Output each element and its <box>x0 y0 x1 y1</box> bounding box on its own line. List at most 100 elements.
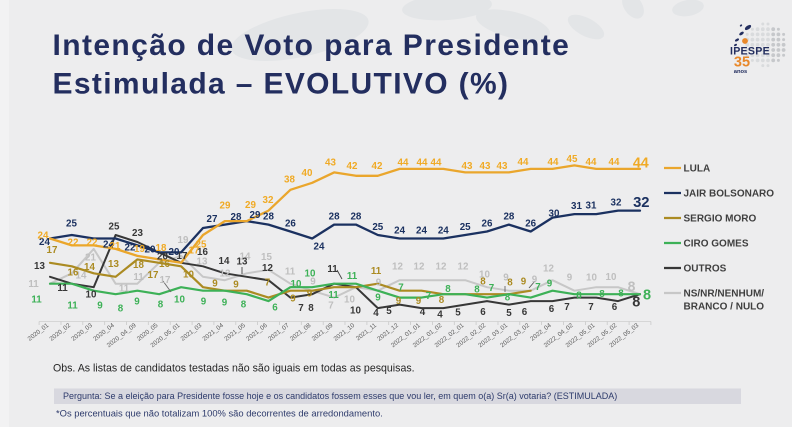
svg-text:8: 8 <box>474 285 480 296</box>
svg-text:17: 17 <box>189 246 200 257</box>
svg-text:24: 24 <box>314 242 325 253</box>
svg-text:17: 17 <box>177 251 188 262</box>
svg-text:14: 14 <box>240 252 251 263</box>
svg-text:28: 28 <box>329 212 340 223</box>
svg-text:17: 17 <box>47 245 58 256</box>
svg-text:4: 4 <box>373 308 379 319</box>
svg-text:22: 22 <box>87 238 98 249</box>
svg-text:6: 6 <box>549 304 555 315</box>
svg-text:12: 12 <box>262 263 273 274</box>
svg-text:44: 44 <box>398 158 409 169</box>
svg-text:5: 5 <box>386 306 392 317</box>
svg-text:10: 10 <box>344 295 355 306</box>
svg-text:12: 12 <box>392 262 403 273</box>
svg-text:10: 10 <box>586 273 597 284</box>
svg-text:30: 30 <box>549 209 560 220</box>
svg-text:43: 43 <box>462 161 473 172</box>
svg-text:9: 9 <box>547 279 553 290</box>
svg-text:20: 20 <box>145 245 156 256</box>
svg-text:9: 9 <box>416 296 422 307</box>
svg-text:16: 16 <box>159 259 170 270</box>
svg-text:9: 9 <box>310 277 316 288</box>
svg-text:24: 24 <box>416 226 427 237</box>
svg-text:14: 14 <box>84 262 95 273</box>
svg-text:29: 29 <box>245 200 256 211</box>
svg-text:Intenção de Voto para Presiden: Intenção de Voto para Presidente <box>53 29 571 62</box>
svg-text:44: 44 <box>518 157 529 168</box>
svg-text:8: 8 <box>480 277 486 288</box>
svg-text:9: 9 <box>396 296 402 307</box>
svg-text:10: 10 <box>606 272 617 283</box>
svg-text:42: 42 <box>372 161 383 172</box>
svg-text:10: 10 <box>479 270 490 281</box>
svg-text:9: 9 <box>567 273 573 284</box>
svg-text:45: 45 <box>567 154 578 165</box>
svg-text:anos: anos <box>734 69 748 75</box>
svg-text:24: 24 <box>39 237 50 248</box>
svg-text:11: 11 <box>28 279 39 290</box>
svg-text:SERGIO MORO: SERGIO MORO <box>684 213 757 224</box>
svg-text:8: 8 <box>118 304 124 315</box>
svg-text:44: 44 <box>548 157 559 168</box>
svg-text:9: 9 <box>233 280 239 291</box>
svg-text:7: 7 <box>489 283 495 294</box>
svg-text:16: 16 <box>197 247 208 258</box>
svg-text:4: 4 <box>420 307 426 318</box>
svg-text:44: 44 <box>633 155 649 171</box>
svg-text:Estimulada – EVOLUTIVO (%): Estimulada – EVOLUTIVO (%) <box>53 67 510 100</box>
svg-text:20: 20 <box>169 247 180 258</box>
svg-text:7: 7 <box>298 303 304 314</box>
svg-text:8: 8 <box>158 300 164 311</box>
svg-text:OUTROS: OUTROS <box>684 263 727 274</box>
svg-text:5: 5 <box>506 308 512 319</box>
svg-text:28: 28 <box>263 212 274 223</box>
svg-text:6: 6 <box>272 303 278 314</box>
svg-text:10: 10 <box>174 295 185 306</box>
svg-text:11: 11 <box>57 283 68 294</box>
svg-text:7: 7 <box>588 302 594 313</box>
svg-text:9: 9 <box>532 275 538 286</box>
svg-text:CIRO GOMES: CIRO GOMES <box>684 238 749 249</box>
svg-text:7: 7 <box>398 283 404 294</box>
svg-text:9: 9 <box>375 293 381 304</box>
svg-text:27: 27 <box>207 214 218 225</box>
svg-text:10: 10 <box>183 270 194 281</box>
svg-text:12: 12 <box>436 262 447 273</box>
svg-text:24: 24 <box>394 226 405 237</box>
svg-text:38: 38 <box>284 175 295 186</box>
svg-text:*Os percentuais que não totali: *Os percentuais que não totalizam 100% s… <box>56 408 383 419</box>
svg-text:44: 44 <box>586 157 597 168</box>
svg-text:9: 9 <box>212 279 218 290</box>
svg-text:8: 8 <box>628 278 636 294</box>
svg-text:13: 13 <box>108 259 119 270</box>
svg-text:22: 22 <box>68 238 79 249</box>
svg-text:18: 18 <box>156 243 167 254</box>
svg-text:12: 12 <box>458 262 469 273</box>
svg-text:23: 23 <box>132 228 143 239</box>
svg-text:12: 12 <box>543 264 554 275</box>
svg-text:26: 26 <box>482 219 493 230</box>
svg-text:40: 40 <box>302 168 313 179</box>
svg-text:11: 11 <box>67 301 78 312</box>
svg-text:32: 32 <box>263 195 274 206</box>
svg-text:10: 10 <box>305 269 316 280</box>
svg-text:8: 8 <box>632 295 640 311</box>
svg-text:8: 8 <box>241 300 247 311</box>
svg-text:9: 9 <box>201 297 207 308</box>
svg-text:9: 9 <box>290 294 296 305</box>
svg-text:32: 32 <box>633 195 649 211</box>
svg-text:35: 35 <box>734 55 750 71</box>
svg-text:Obs. As listas de candidatos t: Obs. As listas de candidatos testadas nã… <box>53 363 415 375</box>
svg-text:14: 14 <box>219 256 230 267</box>
svg-text:26: 26 <box>525 219 536 230</box>
svg-text:25: 25 <box>109 222 120 233</box>
svg-text:9: 9 <box>521 277 527 288</box>
svg-text:6: 6 <box>480 307 486 318</box>
svg-text:11: 11 <box>328 290 339 301</box>
svg-text:44: 44 <box>431 158 442 169</box>
svg-text:21: 21 <box>85 253 96 264</box>
svg-text:BRANCO / NULO: BRANCO / NULO <box>684 301 765 312</box>
svg-text:42: 42 <box>347 161 358 172</box>
svg-text:44: 44 <box>609 157 620 168</box>
svg-text:8: 8 <box>507 278 513 289</box>
